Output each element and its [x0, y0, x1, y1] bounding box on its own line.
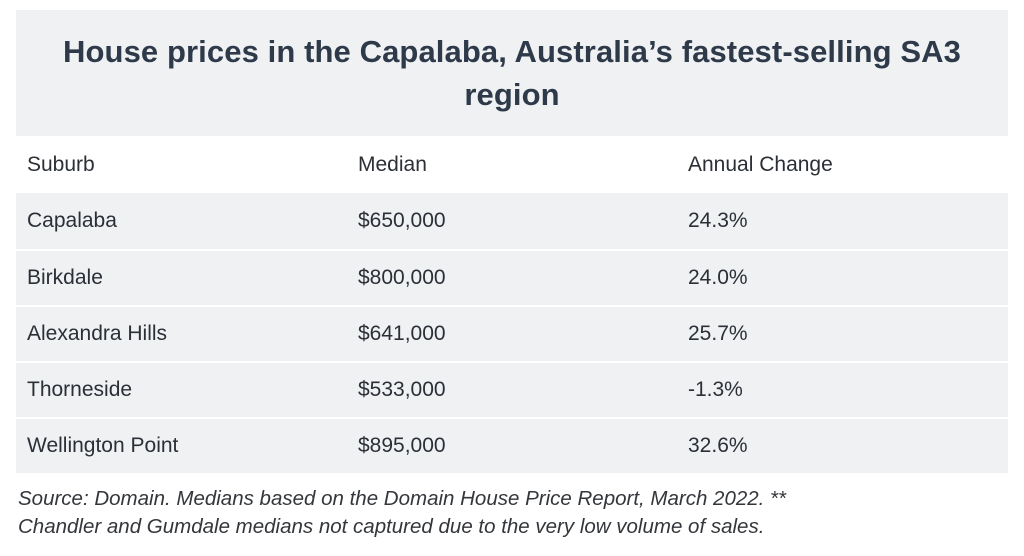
column-header-annual-change: Annual Change — [677, 136, 1008, 193]
table-row: Wellington Point $895,000 32.6% — [16, 417, 1008, 473]
source-note-line: Source: Domain. Medians based on the Dom… — [18, 487, 787, 510]
suburb-cell: Thorneside — [16, 361, 347, 417]
page-title: House prices in the Capalaba, Australia’… — [63, 34, 961, 112]
house-price-card: House prices in the Capalaba, Australia’… — [16, 10, 1008, 541]
source-note-line: Chandler and Gumdale medians not capture… — [18, 515, 765, 538]
median-cell: $533,000 — [347, 361, 677, 417]
median-cell: $650,000 — [347, 193, 677, 249]
median-cell: $641,000 — [347, 305, 677, 361]
annual-change-cell: -1.3% — [677, 361, 1008, 417]
table-row: Capalaba $650,000 24.3% — [16, 193, 1008, 249]
suburb-cell: Birkdale — [16, 249, 347, 305]
annual-change-cell: 24.3% — [677, 193, 1008, 249]
source-note: Source: Domain. Medians based on the Dom… — [16, 485, 1008, 541]
median-cell: $800,000 — [347, 249, 677, 305]
table-row: Birkdale $800,000 24.0% — [16, 249, 1008, 305]
title-banner: House prices in the Capalaba, Australia’… — [16, 10, 1008, 136]
table-body: Capalaba $650,000 24.3% Birkdale $800,00… — [16, 193, 1008, 473]
table-header: Suburb Median Annual Change — [16, 136, 1008, 193]
column-header-median: Median — [347, 136, 677, 193]
table-row: Thorneside $533,000 -1.3% — [16, 361, 1008, 417]
suburb-cell: Capalaba — [16, 193, 347, 249]
suburb-cell: Alexandra Hills — [16, 305, 347, 361]
header-row: Suburb Median Annual Change — [16, 136, 1008, 193]
annual-change-cell: 25.7% — [677, 305, 1008, 361]
annual-change-cell: 24.0% — [677, 249, 1008, 305]
table-row: Alexandra Hills $641,000 25.7% — [16, 305, 1008, 361]
annual-change-cell: 32.6% — [677, 417, 1008, 473]
median-cell: $895,000 — [347, 417, 677, 473]
suburb-cell: Wellington Point — [16, 417, 347, 473]
price-table: Suburb Median Annual Change Capalaba $65… — [16, 136, 1008, 473]
column-header-suburb: Suburb — [16, 136, 347, 193]
